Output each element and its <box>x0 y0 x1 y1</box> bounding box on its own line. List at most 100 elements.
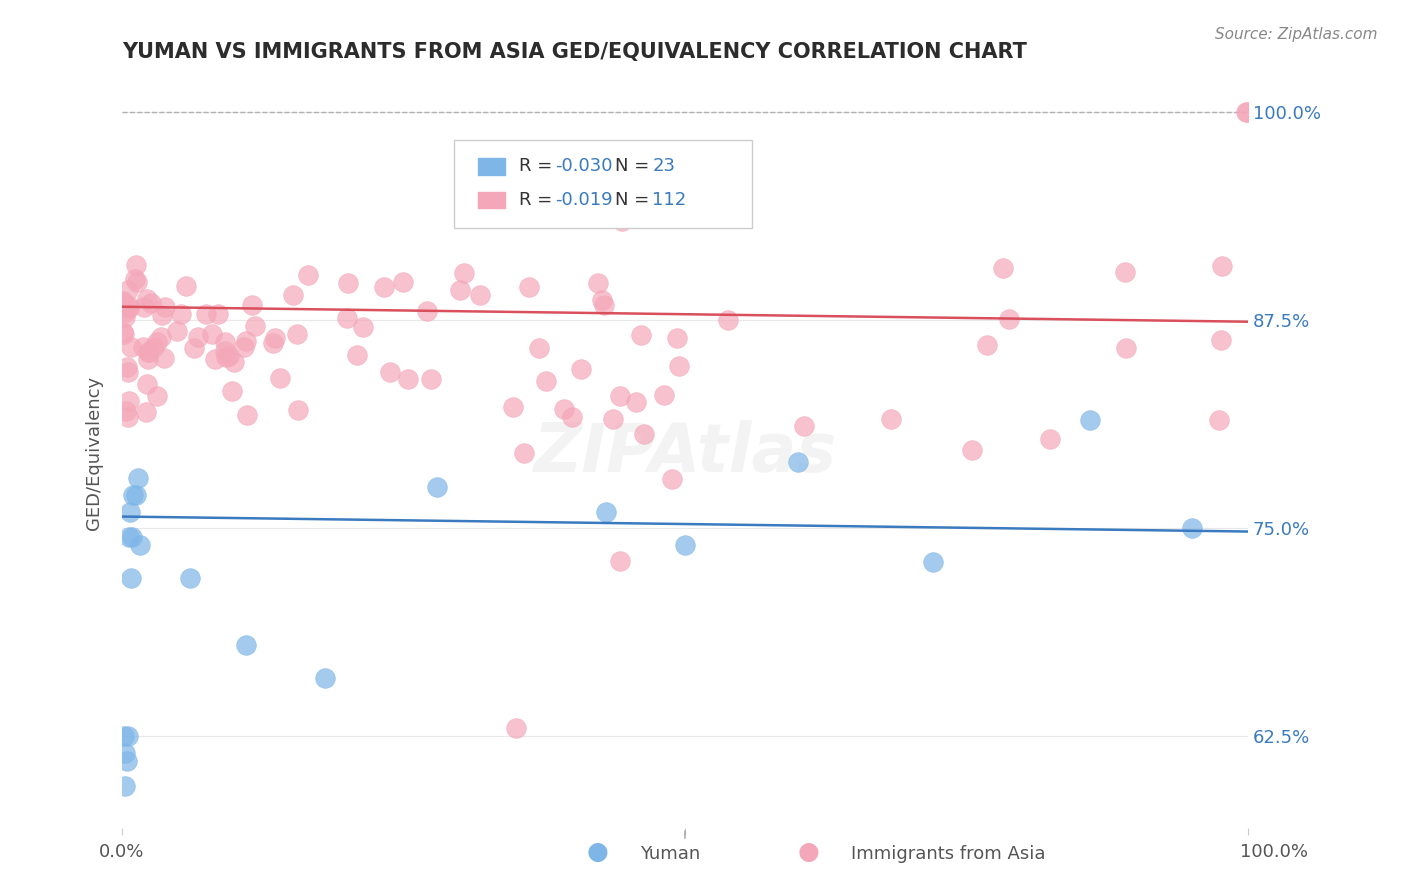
Point <box>661 472 683 486</box>
Point <box>235 334 257 348</box>
Point <box>124 271 146 285</box>
Point <box>610 213 633 227</box>
Point <box>630 327 652 342</box>
Point <box>122 488 145 502</box>
Point <box>117 409 139 424</box>
Text: YUMAN VS IMMIGRANTS FROM ASIA GED/EQUIVALENCY CORRELATION CHART: YUMAN VS IMMIGRANTS FROM ASIA GED/EQUIVA… <box>122 42 1026 62</box>
Point <box>626 395 648 409</box>
Point <box>336 276 359 290</box>
Point <box>146 334 169 349</box>
Text: 0.0%: 0.0% <box>98 843 143 861</box>
Point <box>114 404 136 418</box>
Text: ZIPAtlas: ZIPAtlas <box>533 420 837 486</box>
Point <box>336 310 359 325</box>
Point <box>1078 413 1101 427</box>
Point <box>194 307 217 321</box>
Point <box>668 359 690 373</box>
Point <box>218 349 240 363</box>
Point <box>561 409 583 424</box>
Point <box>118 529 141 543</box>
Point <box>135 405 157 419</box>
Y-axis label: GED/Equivalency: GED/Equivalency <box>86 376 103 531</box>
Point <box>187 330 209 344</box>
Point <box>221 384 243 398</box>
Point <box>117 283 139 297</box>
Point <box>569 362 592 376</box>
Point <box>134 300 156 314</box>
Point <box>346 348 368 362</box>
Point <box>112 730 135 744</box>
Point <box>112 325 135 339</box>
Point <box>666 330 689 344</box>
Point <box>114 310 136 324</box>
Point <box>517 280 540 294</box>
Point <box>224 355 246 369</box>
Point <box>262 335 284 350</box>
Point <box>125 258 148 272</box>
Point <box>215 350 238 364</box>
Point <box>921 554 943 568</box>
Point <box>125 275 148 289</box>
Point <box>117 730 139 744</box>
Text: Immigrants from Asia: Immigrants from Asia <box>851 846 1045 863</box>
Point <box>513 446 536 460</box>
Point <box>124 488 146 502</box>
Point <box>118 299 141 313</box>
Point <box>117 359 139 374</box>
Point <box>380 365 402 379</box>
Point <box>115 755 138 769</box>
Point <box>145 389 167 403</box>
Point <box>143 340 166 354</box>
Point <box>449 284 471 298</box>
Point <box>120 340 142 354</box>
Point <box>1234 104 1257 119</box>
Point <box>396 372 419 386</box>
Point <box>136 377 159 392</box>
Text: R =: R = <box>519 191 558 209</box>
Point <box>609 389 631 403</box>
Point <box>264 331 287 345</box>
Point <box>673 538 696 552</box>
Point <box>153 351 176 365</box>
Text: 112: 112 <box>652 191 686 209</box>
Point <box>235 638 257 652</box>
Text: 100.0%: 100.0% <box>1240 843 1308 861</box>
Point <box>652 388 675 402</box>
Point <box>136 292 159 306</box>
Point <box>214 344 236 359</box>
Text: R =: R = <box>519 157 558 175</box>
Point <box>1039 432 1062 446</box>
Text: ●: ● <box>797 839 820 863</box>
Point <box>114 746 136 760</box>
Text: Source: ZipAtlas.com: Source: ZipAtlas.com <box>1215 27 1378 42</box>
Point <box>416 303 439 318</box>
Text: 23: 23 <box>652 157 675 175</box>
Point <box>117 365 139 379</box>
FancyBboxPatch shape <box>454 140 752 228</box>
Point <box>118 504 141 518</box>
Point <box>595 504 617 518</box>
Point <box>136 344 159 359</box>
Point <box>136 351 159 366</box>
Point <box>527 341 550 355</box>
Point <box>314 671 336 685</box>
Point <box>717 313 740 327</box>
FancyBboxPatch shape <box>478 158 505 175</box>
Text: Yuman: Yuman <box>640 846 700 863</box>
Point <box>240 298 263 312</box>
Point <box>633 426 655 441</box>
FancyBboxPatch shape <box>478 192 505 208</box>
Point <box>609 554 631 568</box>
Point <box>153 300 176 314</box>
Point <box>174 279 197 293</box>
Text: ●: ● <box>586 839 609 863</box>
Point <box>1236 104 1258 119</box>
Text: N =: N = <box>616 191 655 209</box>
Point <box>183 341 205 355</box>
Point <box>114 780 136 794</box>
Point <box>285 327 308 342</box>
Point <box>998 311 1021 326</box>
Point <box>1208 413 1230 427</box>
Point <box>786 454 808 468</box>
Point <box>391 276 413 290</box>
